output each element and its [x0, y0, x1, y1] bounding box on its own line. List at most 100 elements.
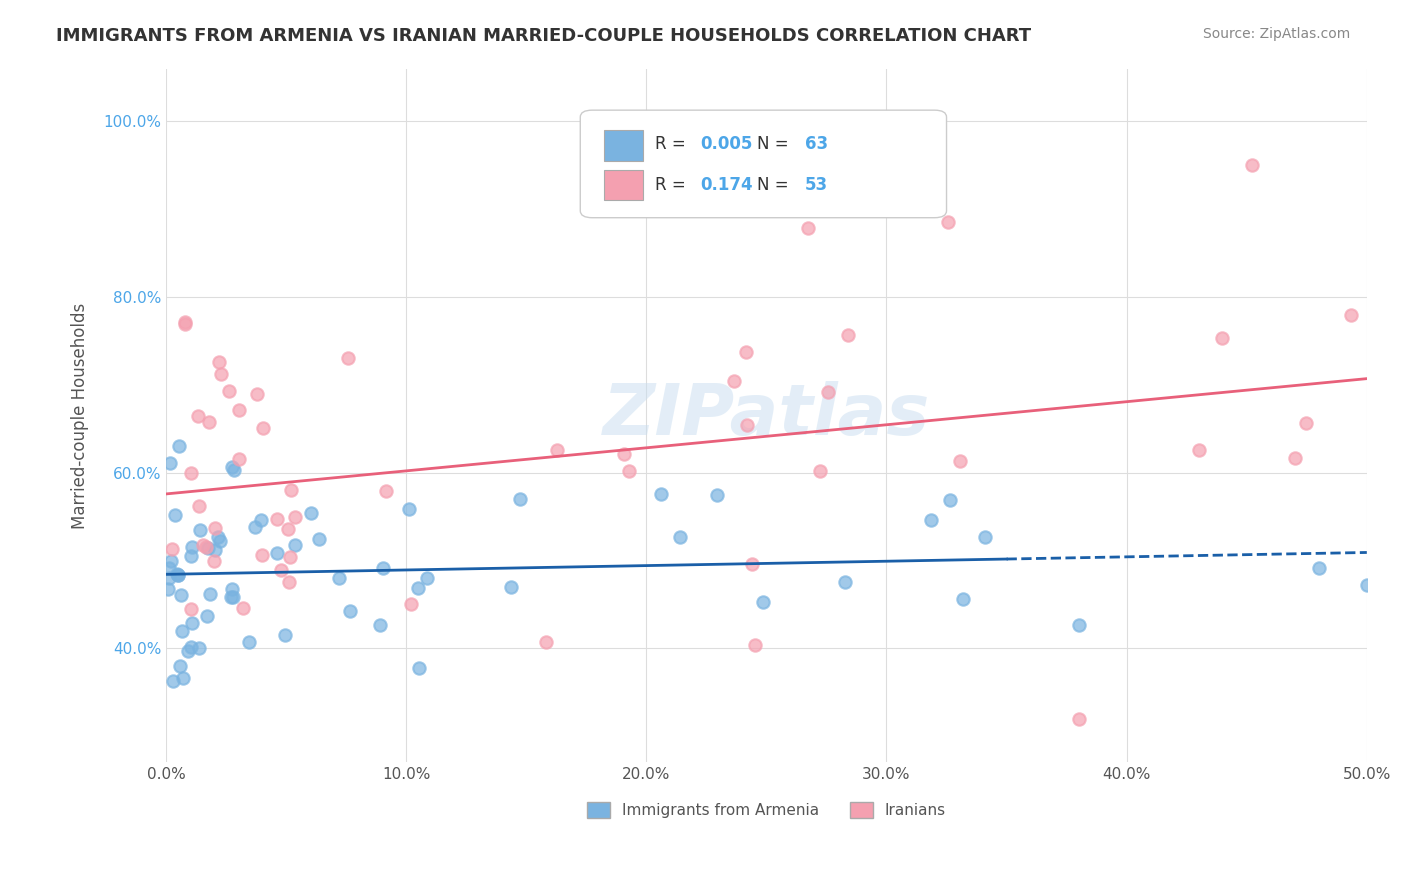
Point	[650, 486, 672, 500]
Point	[166, 567, 188, 582]
Point	[176, 644, 198, 658]
Point	[207, 530, 229, 544]
Point	[266, 512, 288, 526]
Point	[169, 659, 191, 673]
Point	[250, 548, 273, 562]
Point	[165, 508, 187, 522]
Point	[157, 571, 180, 585]
Point	[398, 502, 420, 516]
Point	[546, 443, 568, 458]
Text: R =: R =	[655, 136, 690, 153]
Point	[188, 499, 211, 513]
Point	[837, 327, 859, 342]
Point	[160, 541, 183, 556]
Point	[198, 415, 221, 429]
Point	[1211, 331, 1233, 345]
Text: 0.005: 0.005	[700, 136, 752, 153]
Point	[222, 590, 245, 604]
Point	[246, 387, 269, 401]
Point	[202, 554, 225, 568]
Point	[208, 533, 231, 548]
Text: N =: N =	[756, 136, 793, 153]
Point	[157, 560, 180, 574]
Point	[252, 421, 274, 435]
Point	[188, 523, 211, 537]
Point	[162, 673, 184, 688]
Point	[181, 615, 204, 630]
Point	[374, 484, 396, 499]
Point	[1188, 442, 1211, 457]
Text: IMMIGRANTS FROM ARMENIA VS IRANIAN MARRIED-COUPLE HOUSEHOLDS CORRELATION CHART: IMMIGRANTS FROM ARMENIA VS IRANIAN MARRI…	[56, 27, 1032, 45]
Point	[339, 604, 361, 618]
Point	[284, 509, 307, 524]
Point	[808, 464, 831, 478]
Point	[195, 541, 218, 555]
Point	[408, 581, 430, 595]
Point	[224, 463, 246, 477]
Point	[744, 638, 766, 652]
Point	[1067, 618, 1090, 632]
Point	[612, 447, 634, 461]
Text: 53: 53	[804, 176, 828, 194]
Point	[416, 572, 439, 586]
Point	[187, 640, 209, 655]
Point	[193, 538, 215, 552]
Point	[735, 417, 758, 432]
Legend: Immigrants from Armenia, Iranians: Immigrants from Armenia, Iranians	[581, 796, 952, 824]
Point	[266, 546, 288, 560]
Point	[221, 582, 243, 596]
Point	[274, 628, 297, 642]
Point	[278, 575, 301, 590]
Point	[299, 506, 322, 520]
Point	[187, 409, 209, 423]
Point	[250, 513, 273, 527]
Point	[180, 601, 202, 615]
Point	[920, 513, 942, 527]
Point	[1308, 560, 1330, 574]
Point	[243, 519, 266, 533]
Point	[174, 315, 197, 329]
Point	[208, 354, 231, 368]
Point	[752, 595, 775, 609]
Point	[278, 550, 301, 565]
Point	[284, 538, 307, 552]
Point	[160, 554, 183, 568]
Y-axis label: Married-couple Households: Married-couple Households	[72, 302, 89, 529]
Point	[1067, 712, 1090, 726]
Point	[157, 582, 180, 596]
Point	[1355, 578, 1378, 592]
Point	[167, 567, 190, 582]
Point	[280, 483, 302, 498]
Point	[408, 661, 430, 675]
Point	[219, 590, 242, 604]
Point	[1340, 309, 1362, 323]
Text: 0.174: 0.174	[700, 176, 754, 194]
Point	[328, 571, 350, 585]
Point	[949, 454, 972, 468]
Point	[197, 541, 219, 556]
Point	[797, 221, 820, 235]
Point	[706, 488, 728, 502]
Point	[181, 541, 204, 555]
Point	[169, 588, 191, 602]
Point	[159, 456, 181, 470]
Point	[1295, 417, 1317, 431]
Point	[617, 464, 640, 478]
Point	[180, 467, 202, 481]
Point	[169, 440, 191, 454]
Point	[669, 530, 692, 544]
Point	[232, 601, 254, 615]
Point	[534, 635, 557, 649]
Point	[204, 521, 226, 535]
Point	[399, 597, 422, 611]
FancyBboxPatch shape	[605, 130, 643, 161]
Point	[180, 640, 202, 655]
Point	[270, 563, 292, 577]
Text: R =: R =	[655, 176, 696, 194]
Point	[509, 492, 531, 507]
Point	[170, 624, 193, 639]
Point	[741, 558, 763, 572]
Point	[336, 351, 359, 365]
Point	[173, 317, 195, 331]
Point	[308, 533, 330, 547]
